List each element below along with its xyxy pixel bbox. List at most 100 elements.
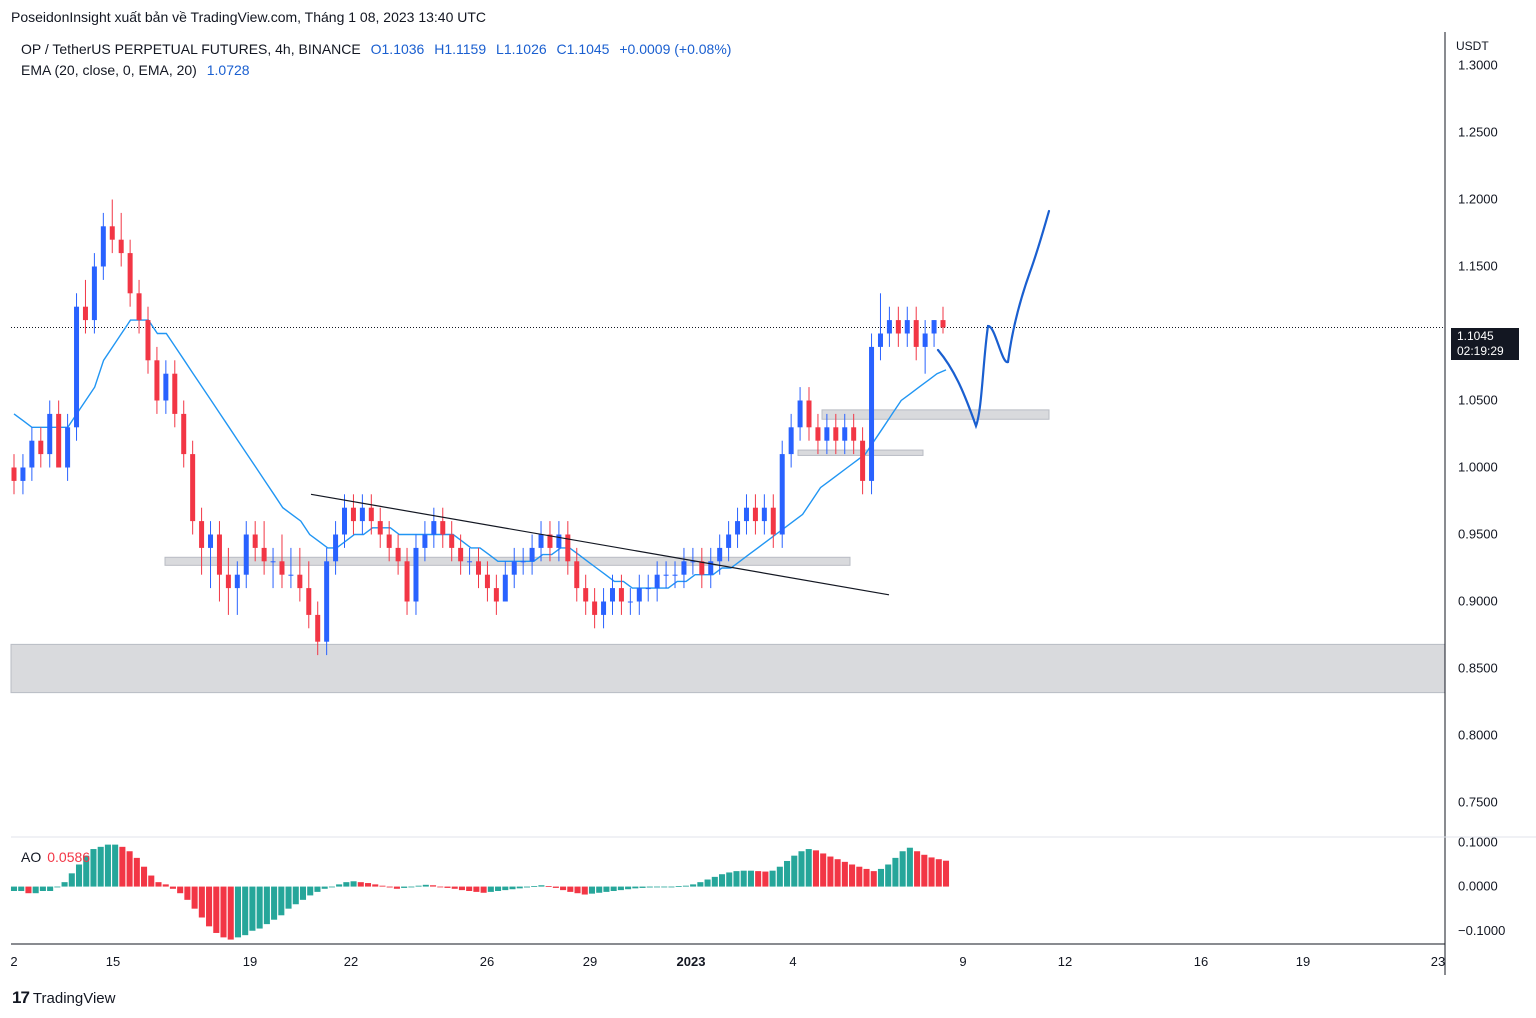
candle-body bbox=[145, 320, 151, 361]
symbol-legend: OP / TetherUS PERPETUAL FUTURES, 4h, BIN… bbox=[21, 41, 737, 57]
ao-bar bbox=[870, 871, 877, 887]
candle-body bbox=[618, 588, 624, 602]
ao-bar bbox=[285, 886, 292, 909]
candle-body bbox=[583, 588, 589, 602]
ao-bar bbox=[928, 857, 935, 887]
ao-label[interactable]: AO bbox=[21, 849, 42, 865]
candle-body bbox=[431, 521, 437, 535]
trendline[interactable] bbox=[310, 493, 890, 596]
candle-body bbox=[824, 427, 830, 441]
candle-body bbox=[511, 561, 517, 575]
candle-body bbox=[127, 253, 133, 294]
candle-body bbox=[672, 574, 678, 576]
candle-body bbox=[467, 561, 473, 563]
candle-body bbox=[529, 547, 535, 562]
candle-body bbox=[56, 413, 62, 468]
y-tick-label: 1.1500 bbox=[1458, 259, 1498, 274]
candle-body bbox=[815, 427, 821, 441]
candle-body bbox=[20, 467, 26, 481]
ao-bar bbox=[726, 872, 733, 887]
candle-body bbox=[458, 547, 464, 562]
candle-body bbox=[208, 534, 214, 548]
projection-path[interactable] bbox=[936, 209, 1051, 430]
candle-body bbox=[333, 534, 339, 562]
ohlc-low: L1.1026 bbox=[496, 41, 547, 57]
candle-body bbox=[404, 561, 410, 602]
ao-bar bbox=[762, 871, 769, 887]
y-tick-label: 1.2500 bbox=[1458, 125, 1498, 140]
ao-bar bbox=[32, 886, 39, 894]
candle-body bbox=[842, 427, 848, 441]
candle-body bbox=[440, 521, 446, 535]
candle-body bbox=[869, 346, 875, 481]
ao-bar bbox=[54, 886, 61, 888]
candle-body bbox=[422, 534, 428, 548]
candle-body bbox=[681, 561, 687, 575]
ao-bar bbox=[10, 886, 18, 891]
candle-body bbox=[538, 534, 544, 548]
candle-body bbox=[38, 440, 44, 455]
x-tick-label: 2023 bbox=[677, 954, 706, 969]
candle-body bbox=[654, 574, 660, 589]
ao-bar bbox=[372, 884, 379, 887]
ao-bar bbox=[523, 886, 530, 888]
ao-bar bbox=[755, 871, 762, 887]
ao-bar bbox=[83, 855, 90, 887]
y-tick-label: 0.8500 bbox=[1458, 661, 1498, 676]
ao-bar bbox=[581, 886, 588, 895]
ao-bar bbox=[451, 886, 458, 889]
tradingview-logo[interactable]: 17 TradingView bbox=[12, 988, 115, 1008]
ao-bar bbox=[495, 886, 502, 891]
ao-bar bbox=[906, 847, 913, 887]
ao-bar bbox=[141, 866, 148, 887]
ao-bar bbox=[206, 886, 213, 927]
x-tick-label: 29 bbox=[583, 954, 597, 969]
ao-bar bbox=[617, 886, 624, 891]
candle-body bbox=[100, 226, 106, 267]
candle-body bbox=[297, 574, 303, 589]
demand-zone bbox=[10, 643, 1446, 694]
candle-body bbox=[47, 413, 53, 455]
candle-body bbox=[779, 454, 785, 535]
ao-bar bbox=[914, 851, 921, 887]
support-resistance-zones bbox=[10, 409, 1446, 694]
ao-tick-label: −0.1000 bbox=[1458, 923, 1505, 938]
ao-bar bbox=[227, 886, 234, 940]
ao-bar bbox=[733, 871, 740, 887]
ao-bar bbox=[834, 859, 841, 887]
candle-body bbox=[806, 400, 812, 428]
y-tick-label: 1.0500 bbox=[1458, 393, 1498, 408]
ao-bar bbox=[567, 886, 574, 892]
candle-body bbox=[74, 306, 80, 428]
ao-bar bbox=[487, 886, 494, 892]
symbol-title[interactable]: OP / TetherUS PERPETUAL FUTURES, 4h, BIN… bbox=[21, 41, 361, 57]
ao-bar bbox=[740, 870, 747, 887]
ao-bar bbox=[393, 886, 400, 889]
ao-bar bbox=[516, 886, 523, 889]
candle-body bbox=[252, 534, 258, 548]
candle-body bbox=[645, 588, 651, 590]
candle-body bbox=[592, 601, 598, 615]
candle-body bbox=[699, 561, 705, 575]
tradingview-brand: TradingView bbox=[32, 989, 116, 1007]
ao-bar bbox=[299, 886, 307, 900]
ao-bar bbox=[314, 886, 321, 892]
candle-body bbox=[377, 521, 383, 535]
x-tick-label: 16 bbox=[1194, 954, 1208, 969]
ohlc-high: H1.1159 bbox=[434, 41, 487, 57]
candle-body bbox=[547, 534, 553, 548]
ao-bar bbox=[574, 886, 581, 894]
ao-bar bbox=[97, 846, 104, 887]
ao-bar bbox=[704, 879, 711, 887]
ao-bar bbox=[68, 873, 75, 887]
candle-body bbox=[279, 561, 285, 575]
candle-body bbox=[931, 320, 937, 334]
ema-label[interactable]: EMA (20, close, 0, EMA, 20) bbox=[21, 62, 197, 78]
candle-body bbox=[190, 454, 196, 522]
ao-bar bbox=[841, 861, 848, 887]
candle-body bbox=[306, 588, 312, 615]
ao-bar bbox=[863, 868, 870, 887]
x-tick-label: 22 bbox=[344, 954, 358, 969]
candle-body bbox=[735, 521, 741, 535]
